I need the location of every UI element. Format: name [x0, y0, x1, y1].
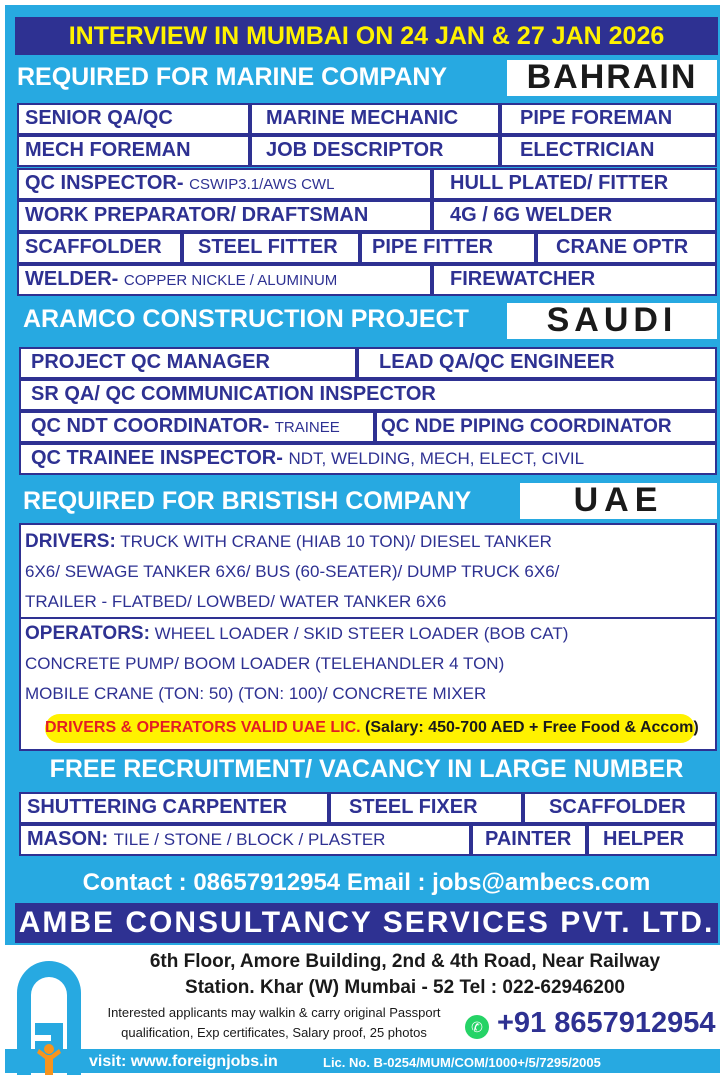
job-cell: HELPER: [587, 824, 717, 856]
address-line-2: Station. Khar (W) Mumbai - 52 Tel : 022-…: [185, 977, 625, 998]
job-cell: SCAFFOLDER: [17, 232, 182, 264]
company-name: AMBE CONSULTANCY SERVICES PVT. LTD.: [15, 903, 718, 943]
job-title: WELDER-: [25, 268, 119, 290]
operators-line: MOBILE CRANE (TON: 50) (TON: 100)/ CONCR…: [25, 684, 487, 703]
job-cell: SHUTTERING CARPENTER: [19, 792, 329, 824]
interview-banner: INTERVIEW IN MUMBAI ON 24 JAN & 27 JAN 2…: [15, 17, 718, 55]
job-cell: PROJECT QC MANAGER: [19, 347, 357, 379]
job-cell: FIREWATCHER: [432, 264, 717, 296]
country-bahrain: BAHRAIN: [507, 60, 717, 96]
operators-text: WHEEL LOADER / SKID STEER LOADER (BOB CA…: [154, 624, 569, 643]
job-cell: CRANE OPTR: [536, 232, 717, 264]
job-title: MASON:: [27, 828, 109, 850]
job-cell: WELDER- COPPER NICKLE / ALUMINUM: [17, 264, 432, 296]
job-note: CSWIP3.1/AWS CWL: [189, 176, 335, 193]
job-cell: SCAFFOLDER: [523, 792, 717, 824]
job-cell: ELECTRICIAN: [500, 135, 717, 167]
salary-text: (Salary: 450-700 AED + Free Food & Accom…: [365, 719, 699, 736]
whatsapp-icon: ✆: [465, 1015, 489, 1039]
job-cell: QC NDT COORDINATOR- TRAINEE: [19, 411, 375, 443]
job-cell: HULL PLATED/ FITTER: [432, 168, 717, 200]
address-line-1: 6th Floor, Amore Building, 2nd & 4th Roa…: [149, 951, 661, 972]
job-cell: QC TRAINEE INSPECTOR- NDT, WELDING, MECH…: [19, 443, 717, 475]
contact-line[interactable]: Contact : 08657912954 Email : jobs@ambec…: [82, 869, 651, 896]
job-cell: 4G / 6G WELDER: [432, 200, 717, 232]
operators-line: CONCRETE PUMP/ BOOM LOADER (TELEHANDLER …: [25, 654, 505, 673]
job-note: NDT, WELDING, MECH, ELECT, CIVIL: [288, 449, 585, 468]
drivers-text: TRUCK WITH CRANE (HIAB 10 TON)/ DIESEL T…: [120, 532, 552, 551]
job-note: TRAINEE: [274, 419, 340, 436]
drivers-line: TRAILER - FLATBED/ LOWBED/ WATER TANKER …: [25, 592, 447, 611]
job-cell: JOB DESCRIPTOR: [250, 135, 500, 167]
job-cell: PIPE FOREMAN: [500, 103, 717, 135]
drivers-line: DRIVERS: TRUCK WITH CRANE (HIAB 10 TON)/…: [25, 527, 711, 557]
job-cell: STEEL FITTER: [182, 232, 360, 264]
job-cell: QC NDE PIPING COORDINATOR: [375, 411, 717, 443]
job-cell: MECH FOREMAN: [17, 135, 250, 167]
license-number: Lic. No. B-0254/MUM/COM/1000+/5/7295/200…: [323, 1055, 601, 1070]
job-cell: PIPE FITTER: [360, 232, 536, 264]
walkin-note: Interested applicants may walkin & carry…: [89, 1003, 459, 1043]
job-title: QC TRAINEE INSPECTOR-: [31, 447, 283, 469]
country-saudi: SAUDI: [507, 303, 717, 339]
drivers-line: 6X6/ SEWAGE TANKER 6X6/ BUS (60-SEATER)/…: [25, 562, 560, 581]
uae-jobs-block: DRIVERS: TRUCK WITH CRANE (HIAB 10 TON)/…: [19, 523, 717, 751]
job-note: TILE / STONE / BLOCK / PLASTER: [113, 830, 386, 849]
saudi-heading: ARAMCO CONSTRUCTION PROJECT: [23, 305, 469, 333]
operators-label: OPERATORS:: [25, 623, 150, 644]
whatsapp-number[interactable]: +91 8657912954: [497, 1007, 716, 1039]
job-cell: STEEL FIXER: [329, 792, 523, 824]
job-cell: QC INSPECTOR- CSWIP3.1/AWS CWL: [17, 168, 432, 200]
bahrain-heading: REQUIRED FOR MARINE COMPANY: [17, 63, 448, 91]
job-title: QC NDT COORDINATOR-: [31, 415, 270, 437]
job-cell: MARINE MECHANIC: [250, 103, 500, 135]
walkin-note-line: Interested applicants may walkin & carry…: [107, 1005, 441, 1020]
job-title: QC INSPECTOR-: [25, 172, 184, 194]
free-recruitment-heading: FREE RECRUITMENT/ VACANCY IN LARGE NUMBE…: [49, 755, 684, 783]
license-salary-banner: DRIVERS & OPERATORS VALID UAE LIC. (Sala…: [45, 714, 699, 743]
job-cell: PAINTER: [471, 824, 587, 856]
company-logo: [17, 961, 81, 1075]
job-cell: SR QA/ QC COMMUNICATION INSPECTOR: [19, 379, 717, 411]
job-cell: LEAD QA/QC ENGINEER: [357, 347, 717, 379]
country-uae: UAE: [520, 483, 717, 519]
walkin-note-line: qualification, Exp certificates, Salary …: [121, 1025, 427, 1040]
address-panel: [5, 945, 720, 1049]
job-cell: SENIOR QA/QC: [17, 103, 250, 135]
website-link[interactable]: visit: www.foreignjobs.in: [89, 1053, 278, 1070]
job-cell: WORK PREPARATOR/ DRAFTSMAN: [17, 200, 432, 232]
job-note: COPPER NICKLE / ALUMINUM: [123, 272, 338, 289]
uae-heading: REQUIRED FOR BRISTISH COMPANY: [23, 487, 472, 515]
license-text: DRIVERS & OPERATORS VALID UAE LIC.: [45, 719, 361, 736]
job-cell: MASON: TILE / STONE / BLOCK / PLASTER: [19, 824, 471, 856]
drivers-label: DRIVERS:: [25, 531, 116, 552]
operators-line: OPERATORS: WHEEL LOADER / SKID STEER LOA…: [21, 617, 715, 649]
